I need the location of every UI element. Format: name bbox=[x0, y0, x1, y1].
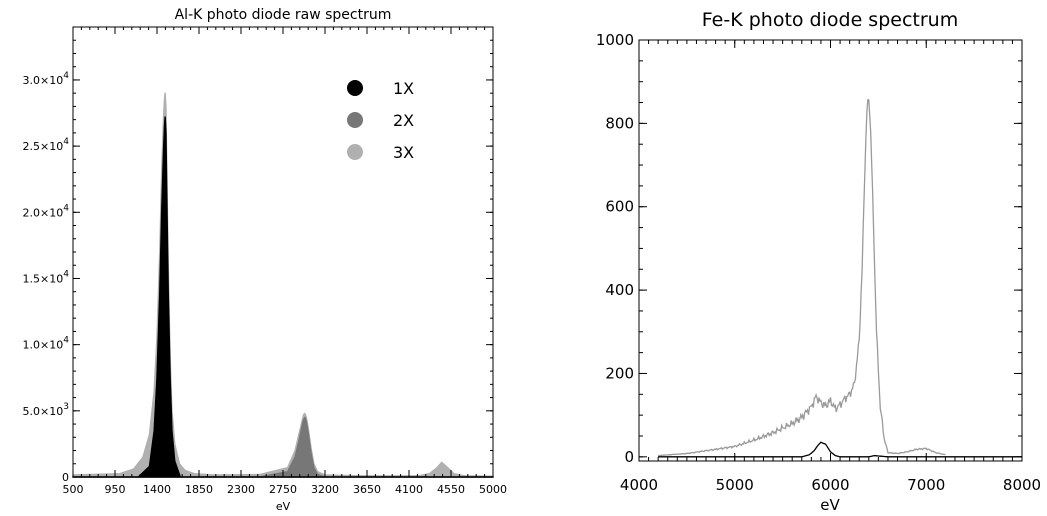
al-k-chart: Al-K photo diode raw spectrum 500 950 1400… bbox=[23, 7, 507, 513]
al-k-series-1x bbox=[72, 116, 494, 478]
al-k-plot-area bbox=[72, 92, 494, 478]
legend-label-3x: 3X bbox=[393, 143, 414, 162]
fe-k-series-2 bbox=[658, 441, 1022, 458]
al-k-y-tick-label: 1.0×104 bbox=[23, 336, 70, 352]
legend-marker-1x bbox=[347, 80, 363, 96]
legend-label-1x: 1X bbox=[393, 79, 414, 98]
fe-k-axes: 4000 5000 6000 7000 8000 0 200 400 600 800 1000 bbox=[596, 31, 1041, 494]
al-k-x-tick-label: 2750 bbox=[269, 483, 297, 496]
al-k-series-3x bbox=[72, 92, 494, 478]
fe-k-x-axis-label: eV bbox=[820, 496, 840, 514]
al-k-series-2x bbox=[72, 416, 494, 478]
fe-k-y-tick-label: 200 bbox=[605, 364, 634, 382]
legend-label-2x: 2X bbox=[393, 111, 414, 130]
al-k-x-tick-label: 1850 bbox=[185, 483, 213, 496]
legend-marker-3x bbox=[347, 144, 363, 160]
al-k-x-tick-label: 3200 bbox=[311, 483, 339, 496]
al-k-x-tick-label: 950 bbox=[105, 483, 126, 496]
al-k-x-tick-label: 5000 bbox=[479, 483, 507, 496]
fe-k-y-tick-label: 1000 bbox=[596, 31, 634, 49]
al-k-x-axis-label: eV bbox=[276, 500, 291, 513]
fe-k-x-tick-label: 8000 bbox=[1003, 476, 1041, 494]
al-k-legend: 1X 2X 3X bbox=[347, 79, 414, 162]
fe-k-y-tick-label: 800 bbox=[605, 114, 634, 132]
al-k-y-tick-label: 2.0×104 bbox=[23, 203, 70, 219]
al-k-x-tick-label: 1400 bbox=[143, 483, 171, 496]
fe-k-plot-area bbox=[658, 99, 1022, 458]
al-k-x-tick-label: 3650 bbox=[353, 483, 381, 496]
fe-k-x-tick-label: 7000 bbox=[907, 476, 945, 494]
fe-k-x-tick-label: 4000 bbox=[620, 476, 658, 494]
al-k-plot-frame bbox=[72, 26, 494, 478]
al-k-y-tick-label: 5.0×103 bbox=[23, 402, 69, 418]
al-k-chart-title: Al-K photo diode raw spectrum bbox=[175, 7, 392, 23]
fe-k-chart: Fe-K photo diode spectrum 4000 5000 6000 70… bbox=[596, 9, 1041, 514]
fe-k-y-tick-label: 600 bbox=[605, 198, 634, 216]
fe-k-y-tick-label: 400 bbox=[605, 281, 634, 299]
al-k-x-tick-label: 2300 bbox=[227, 483, 255, 496]
al-k-axes: 500 950 1400 1850 2300 2750 3200 3650 4100 4550 50… bbox=[23, 27, 507, 496]
al-k-y-tick-label: 3.0×104 bbox=[23, 71, 70, 87]
al-k-y-tick-label: 2.5×104 bbox=[23, 137, 70, 153]
fe-k-x-tick-label: 5000 bbox=[716, 476, 754, 494]
al-k-y-tick-label: 0 bbox=[62, 471, 69, 484]
fe-k-chart-title: Fe-K photo diode spectrum bbox=[702, 9, 958, 31]
fe-k-y-tick-label: 0 bbox=[624, 448, 634, 466]
al-k-x-tick-label: 4100 bbox=[395, 483, 423, 496]
al-k-x-tick-label: 500 bbox=[63, 483, 84, 496]
al-k-y-tick-label: 1.5×104 bbox=[23, 269, 70, 285]
fe-k-series-1 bbox=[658, 99, 946, 457]
al-k-x-tick-label: 4550 bbox=[437, 483, 465, 496]
fe-k-x-tick-label: 6000 bbox=[811, 476, 849, 494]
legend-marker-2x bbox=[347, 112, 363, 128]
